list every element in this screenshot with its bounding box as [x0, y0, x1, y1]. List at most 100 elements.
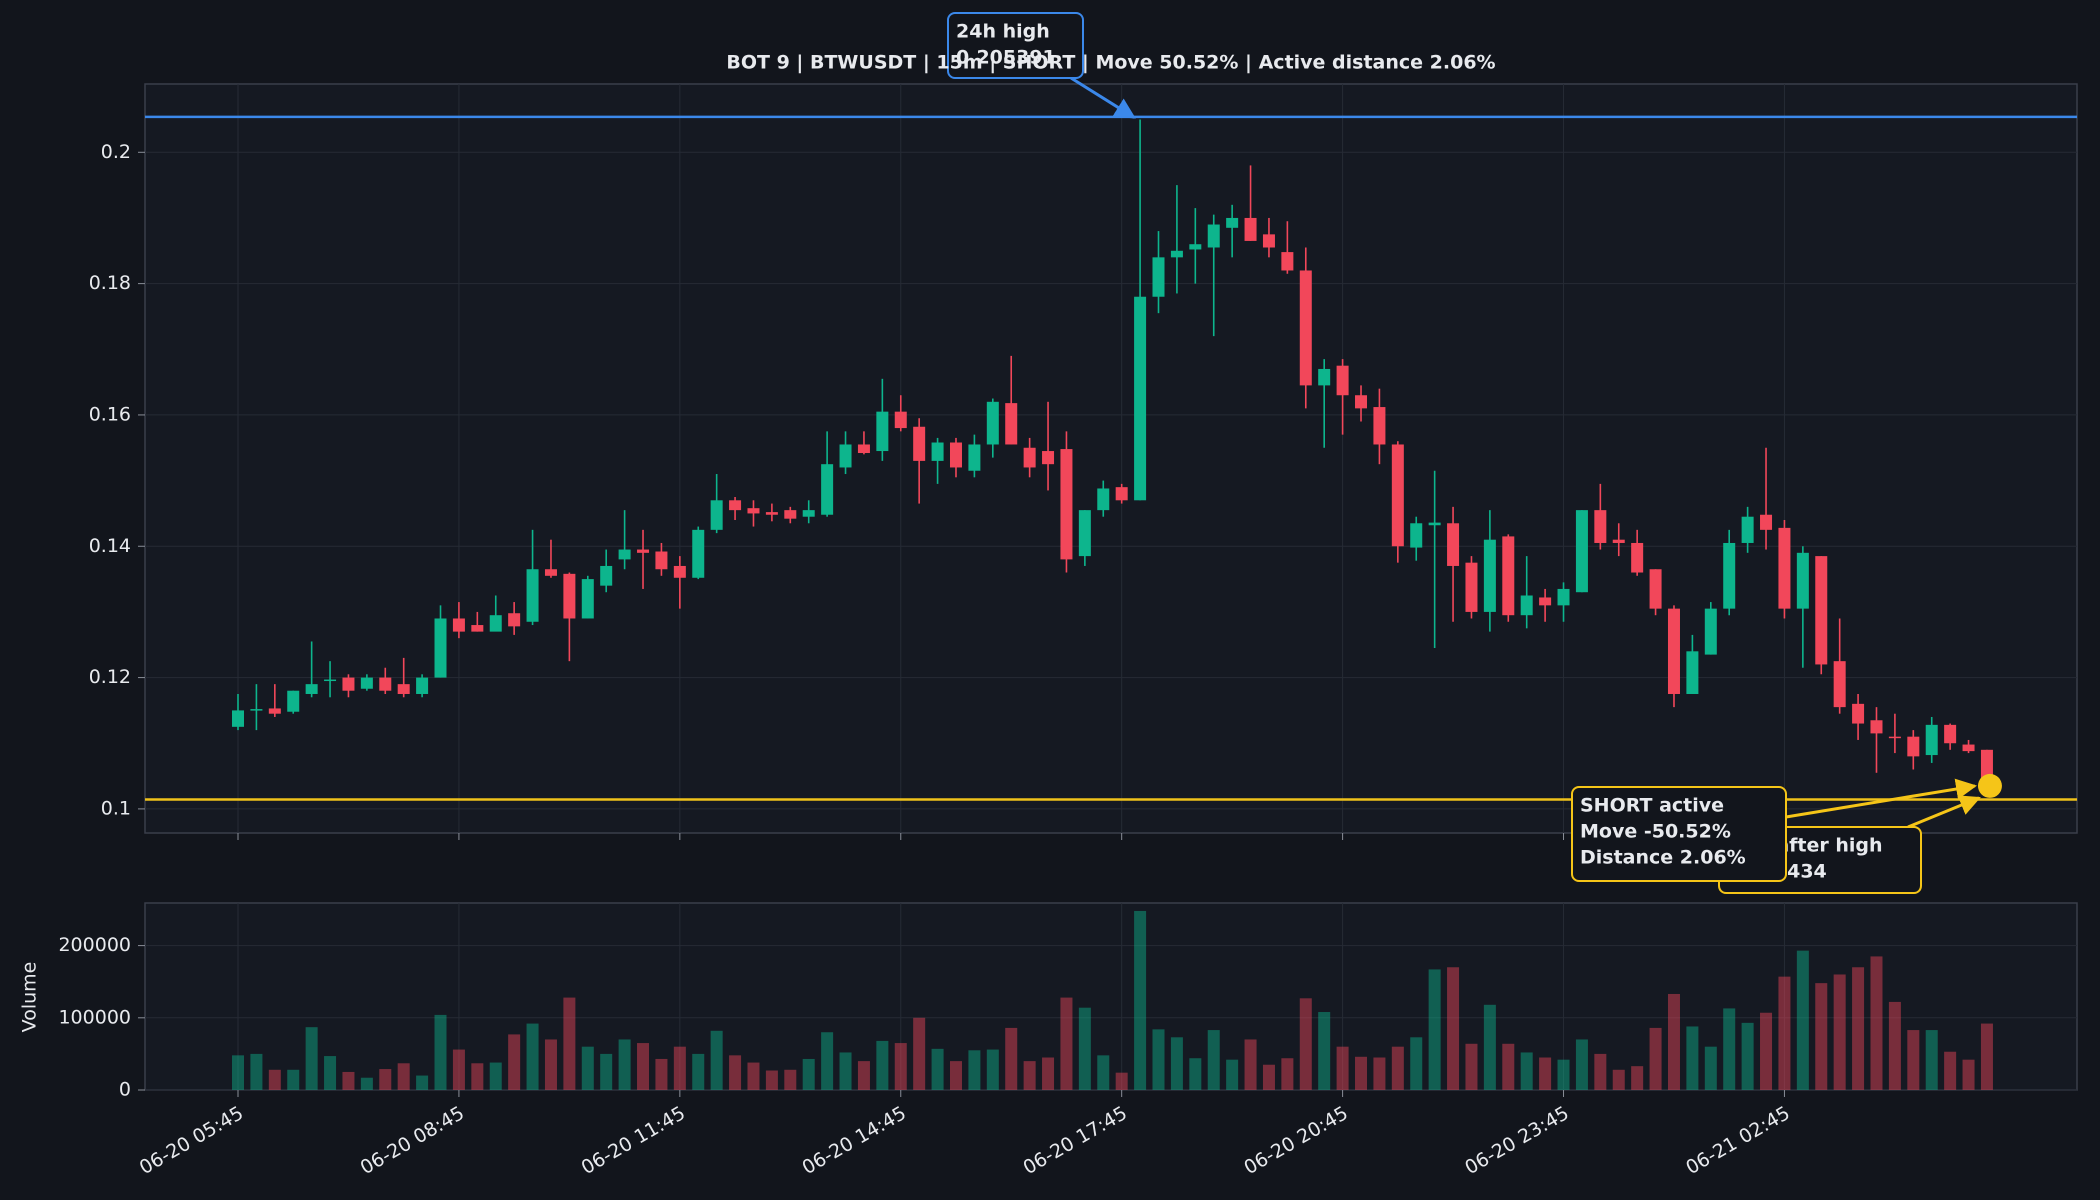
volume-bar: [287, 1069, 300, 1090]
candle-body: [876, 411, 889, 452]
candle-body: [1005, 403, 1018, 445]
volume-bar: [968, 1050, 981, 1090]
volume-bar: [1207, 1030, 1220, 1090]
volume-axis-label: Volume: [19, 962, 41, 1033]
candle-body: [673, 565, 686, 578]
candle-body: [1686, 651, 1699, 694]
candle-body: [1649, 569, 1662, 609]
y-tick-label: 0.18: [89, 272, 131, 294]
candle-body: [1796, 552, 1809, 609]
volume-bar: [1318, 1012, 1331, 1090]
price-panel: [144, 83, 2078, 834]
candle-body: [416, 677, 429, 694]
volume-bar: [1760, 1012, 1773, 1090]
volume-bar: [434, 1014, 447, 1090]
volume-tick-label: 0: [119, 1079, 131, 1101]
volume-bar: [581, 1046, 594, 1090]
candle-body: [1336, 365, 1349, 396]
candle-body: [342, 677, 355, 691]
candle-body: [821, 464, 834, 515]
volume-bar: [1539, 1057, 1552, 1090]
volume-bar: [710, 1030, 723, 1090]
annotation-box: [947, 12, 1084, 79]
volume-bar: [1042, 1057, 1055, 1090]
candle-body: [784, 510, 797, 519]
candle-body: [1483, 539, 1496, 612]
candle-body: [1870, 720, 1883, 734]
volume-bar: [1391, 1046, 1404, 1090]
volume-bar: [360, 1077, 373, 1090]
candle-body: [1170, 250, 1183, 258]
candle-body: [1778, 527, 1791, 609]
candle-body: [1962, 744, 1975, 752]
volume-bar: [1980, 1023, 1993, 1090]
volume-bar: [931, 1048, 944, 1090]
candle-body: [305, 684, 318, 694]
annotation-box: [1571, 786, 1787, 882]
candle-body: [1410, 523, 1423, 548]
candle-body: [1060, 449, 1073, 560]
candle-body: [232, 710, 244, 727]
candle-body: [1539, 597, 1552, 606]
volume-bar: [1575, 1039, 1588, 1090]
candle-body: [287, 690, 300, 712]
volume-bar: [1244, 1039, 1257, 1090]
volume-bar: [1741, 1022, 1754, 1090]
candle-body: [1097, 488, 1110, 511]
volume-bar: [655, 1058, 668, 1090]
candle-body: [1594, 510, 1607, 543]
volume-bar: [876, 1040, 889, 1090]
volume-bar: [379, 1069, 392, 1090]
candle-body: [655, 551, 668, 570]
volume-bar: [1925, 1030, 1938, 1090]
volume-bar: [894, 1043, 907, 1090]
volume-bar: [1557, 1059, 1570, 1090]
annotation-text: 24h high: [956, 21, 1050, 43]
volume-bar: [784, 1069, 797, 1090]
y-tick-label: 0.14: [89, 535, 131, 557]
volume-tick-label: 100000: [58, 1006, 131, 1028]
volume-bar: [452, 1049, 465, 1090]
volume-bar: [618, 1039, 631, 1090]
volume-bar: [1373, 1057, 1386, 1090]
candle-body: [710, 500, 723, 530]
candle-body: [1815, 556, 1828, 665]
volume-bar: [949, 1061, 962, 1090]
candle-body: [1907, 736, 1920, 757]
volume-bar: [913, 1017, 926, 1090]
candle-body: [434, 618, 447, 678]
volume-bar: [1226, 1059, 1239, 1090]
candle-body: [1925, 724, 1938, 756]
y-tick-label: 0.16: [89, 403, 131, 425]
volume-bar: [342, 1071, 355, 1090]
candle-body: [397, 684, 410, 694]
volume-bar: [637, 1043, 650, 1090]
volume-bar: [600, 1053, 613, 1090]
y-tick-label: 0.1: [101, 797, 131, 819]
volume-bar: [1594, 1053, 1607, 1090]
volume-bar: [1410, 1037, 1423, 1090]
volume-bar: [802, 1058, 815, 1090]
candle-body: [1704, 608, 1717, 655]
candle-body: [563, 573, 576, 619]
volume-bar: [1833, 974, 1846, 1090]
volume-bar: [1778, 976, 1791, 1090]
annotation-text: 0.205391: [956, 47, 1056, 69]
volume-bar: [1152, 1029, 1165, 1090]
candle-body: [1667, 608, 1680, 694]
volume-bar: [1667, 993, 1680, 1090]
annotation-arrow: [1907, 795, 1981, 829]
candle-body: [600, 565, 613, 586]
candle-body: [471, 625, 484, 632]
candle-body: [1078, 510, 1091, 557]
candle-body: [1134, 296, 1147, 501]
volume-bar: [544, 1039, 557, 1090]
volume-bar: [986, 1049, 999, 1090]
volume-bar: [1097, 1055, 1110, 1090]
candle-body: [1723, 542, 1736, 609]
annotation-text: SHORT active: [1580, 795, 1724, 817]
candle-body: [1447, 523, 1460, 566]
volume-bar: [1299, 998, 1312, 1090]
volume-bar: [673, 1046, 686, 1090]
volume-bar: [1170, 1037, 1183, 1090]
